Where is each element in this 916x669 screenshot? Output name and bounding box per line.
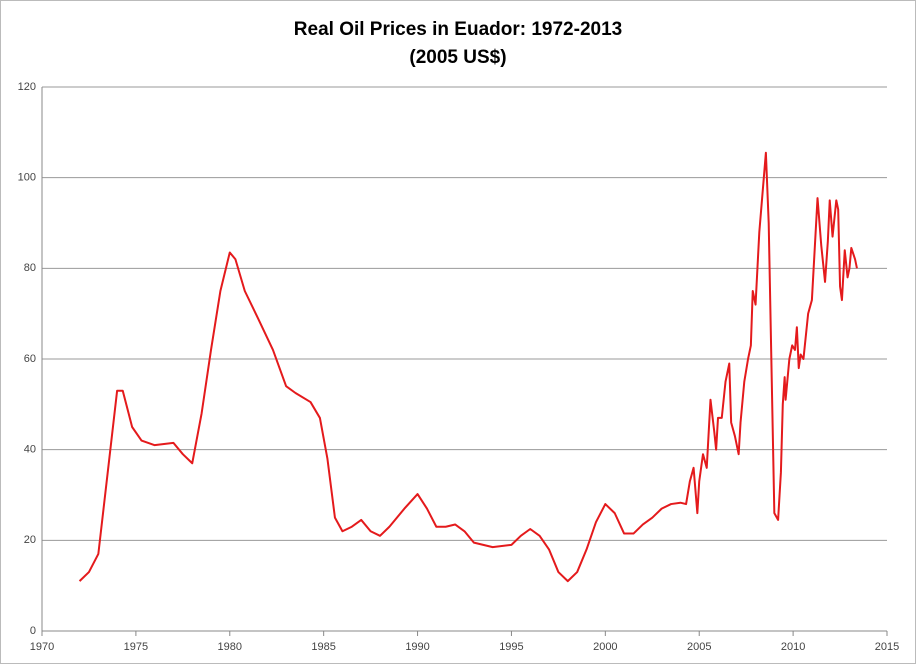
chart-title: Real Oil Prices in Euador: 1972-2013 <box>294 19 622 40</box>
x-tick-label: 1990 <box>405 641 429 653</box>
y-tick-label: 100 <box>18 172 36 184</box>
x-tick-label: 1995 <box>499 641 523 653</box>
x-tick-label: 1985 <box>311 641 335 653</box>
x-tick-label: 1980 <box>218 641 242 653</box>
x-tick-label: 2000 <box>593 641 617 653</box>
x-tick-label: 1970 <box>30 641 54 653</box>
y-tick-label: 120 <box>18 81 36 93</box>
x-tick-label: 2010 <box>781 641 805 653</box>
y-tick-label: 0 <box>30 625 36 637</box>
y-tick-label: 40 <box>24 444 36 456</box>
x-tick-label: 2015 <box>875 641 899 653</box>
x-tick-label: 2005 <box>687 641 711 653</box>
line-series <box>78 151 858 583</box>
y-tick-label: 80 <box>24 262 36 274</box>
y-tick-label: 60 <box>24 353 36 365</box>
chart-subtitle: (2005 US$) <box>409 47 506 68</box>
y-tick-label: 20 <box>24 534 36 546</box>
x-tick-label: 1975 <box>124 641 148 653</box>
